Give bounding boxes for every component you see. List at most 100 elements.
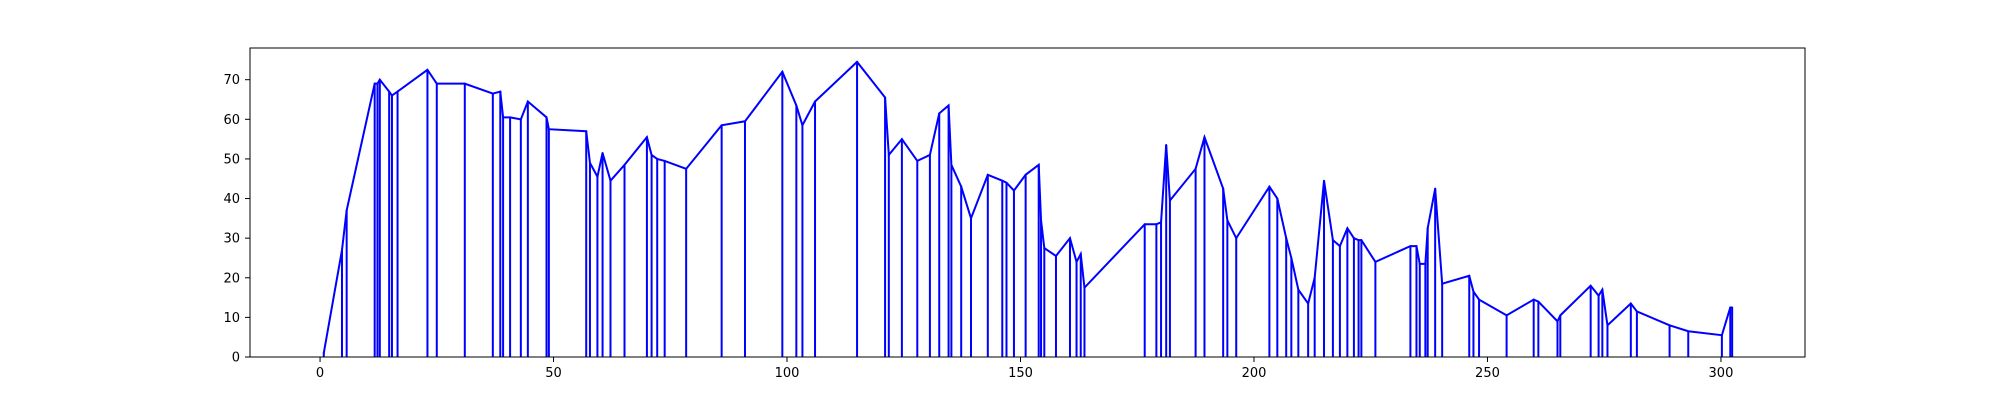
data-point (547, 128, 550, 131)
data-point (388, 90, 391, 93)
data-point (609, 179, 612, 182)
data-point (1589, 284, 1592, 287)
data-point (801, 124, 804, 127)
data-point (645, 136, 648, 139)
data-point (1037, 163, 1040, 166)
data-point (884, 96, 887, 99)
data-point (1331, 239, 1334, 242)
data-point (970, 217, 972, 220)
data-point (1606, 324, 1609, 327)
data-point (1307, 302, 1310, 305)
data-point (1418, 262, 1421, 265)
data-point (1472, 290, 1475, 293)
data-point (1597, 294, 1600, 297)
data-point (390, 94, 393, 97)
data-point (1290, 256, 1293, 259)
data-point (340, 249, 343, 252)
data-point (685, 167, 688, 170)
data-point (1313, 276, 1316, 279)
data-point (491, 92, 494, 95)
data-point (545, 116, 548, 119)
data-point (1268, 185, 1271, 188)
data-point (900, 138, 903, 141)
data-point (1729, 306, 1732, 309)
data-point (1426, 227, 1429, 230)
data-point (1005, 181, 1008, 184)
data-point (1075, 260, 1078, 263)
data-point (856, 60, 859, 63)
data-point (585, 130, 588, 133)
x-tick-label: 50 (545, 366, 562, 381)
data-point (1054, 254, 1057, 257)
data-point (1012, 189, 1015, 192)
data-point (1441, 282, 1444, 285)
data-point (1203, 136, 1206, 139)
data-point (502, 116, 505, 119)
data-point (814, 100, 817, 103)
series-line (322, 60, 1733, 354)
data-point (499, 90, 502, 93)
x-tick-label: 100 (775, 366, 800, 381)
drop-lines (322, 61, 1734, 357)
data-point (1079, 253, 1082, 255)
data-point (1537, 300, 1540, 303)
y-tick-label: 70 (223, 73, 240, 88)
data-point (1532, 298, 1535, 301)
data-point (1409, 245, 1412, 248)
data-point (435, 82, 438, 85)
data-point (1601, 288, 1604, 291)
data-point (1374, 260, 1377, 263)
data-point (1556, 320, 1559, 323)
data-point (960, 185, 963, 188)
data-point (373, 82, 376, 85)
y-tick-label: 50 (223, 152, 240, 167)
data-point (1720, 334, 1723, 337)
y-axis: 0 10 20 30 40 50 60 70 (223, 73, 250, 366)
data-point (1346, 227, 1349, 230)
data-point (1040, 219, 1043, 222)
data-point (1505, 314, 1508, 317)
y-tick-label: 30 (223, 232, 240, 247)
y-tick-label: 40 (223, 192, 240, 207)
data-point (1415, 245, 1418, 248)
data-point (623, 163, 626, 166)
data-point (743, 120, 746, 123)
data-point (1285, 237, 1288, 240)
data-point (1687, 330, 1690, 333)
x-tick-label: 300 (1709, 366, 1734, 381)
data-point (1194, 167, 1197, 170)
x-tick-label: 150 (1008, 366, 1033, 381)
y-tick-label: 0 (232, 351, 240, 366)
data-point (1559, 314, 1562, 317)
data-point (1024, 173, 1027, 176)
data-point (1635, 310, 1638, 313)
data-point (426, 68, 429, 71)
y-tick-label: 10 (223, 311, 240, 326)
data-point (1168, 199, 1171, 202)
data-point (596, 175, 599, 178)
x-tick-label: 0 (316, 366, 324, 381)
data-point (588, 161, 591, 164)
data-point (916, 159, 919, 162)
x-axis: 0 50 100 150 200 250 300 (316, 357, 1733, 381)
data-point (1155, 223, 1158, 226)
data-point (1235, 237, 1238, 240)
data-point (1668, 324, 1671, 327)
data-point (650, 153, 653, 156)
x-tick-label: 250 (1475, 366, 1500, 381)
data-point (601, 151, 604, 154)
data-point (986, 173, 989, 176)
data-point (1043, 247, 1046, 250)
data-point (928, 153, 931, 156)
data-point (322, 352, 325, 355)
data-point (345, 209, 348, 212)
data-point (781, 70, 784, 73)
series-layer (322, 60, 1734, 355)
data-point (519, 118, 522, 121)
data-point (376, 82, 379, 85)
data-point (950, 163, 953, 166)
data-point (1731, 306, 1734, 309)
data-point (463, 82, 466, 85)
